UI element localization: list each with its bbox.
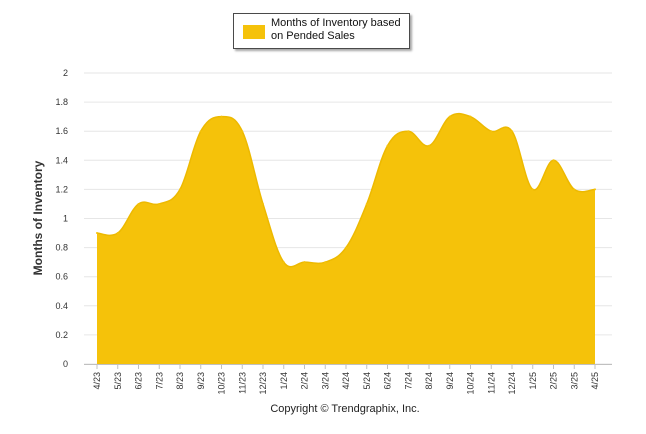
y-tick-label: 0 bbox=[63, 359, 68, 369]
x-tick-label: 8/24 bbox=[424, 372, 434, 390]
y-tick-label: 1 bbox=[63, 214, 68, 224]
x-tick-label: 11/23 bbox=[237, 372, 247, 394]
x-tick-label: 10/24 bbox=[466, 372, 476, 395]
x-tick-label: 6/24 bbox=[383, 372, 393, 390]
x-tick-label: 1/24 bbox=[279, 372, 289, 390]
series-area bbox=[96, 112, 596, 364]
x-tick-label: 1/25 bbox=[528, 372, 538, 390]
data-point bbox=[158, 202, 161, 205]
legend-swatch bbox=[243, 25, 265, 39]
x-tick-label: 3/24 bbox=[320, 372, 330, 390]
copyright-text: Copyright © Trendgraphix, Inc. bbox=[270, 403, 420, 415]
x-tick-label: 6/23 bbox=[134, 372, 144, 390]
y-tick-label: 2 bbox=[63, 68, 68, 78]
x-tick-label: 3/25 bbox=[569, 372, 579, 390]
x-tick-label: 2/24 bbox=[300, 372, 310, 390]
data-point bbox=[199, 130, 202, 133]
data-point bbox=[573, 188, 576, 191]
data-point bbox=[365, 202, 368, 205]
x-tick-label: 9/23 bbox=[196, 372, 206, 390]
x-tick-label: 12/23 bbox=[258, 372, 268, 395]
data-point bbox=[241, 130, 244, 133]
data-point bbox=[407, 130, 410, 133]
series-area-fill bbox=[97, 113, 595, 364]
x-tick-label: 7/23 bbox=[154, 372, 164, 390]
data-point bbox=[96, 232, 98, 235]
data-point bbox=[594, 188, 596, 191]
x-tick-label: 11/24 bbox=[486, 372, 496, 394]
x-tick-label: 4/24 bbox=[341, 372, 351, 390]
x-tick-label: 5/24 bbox=[362, 372, 372, 390]
y-tick-label: 0.4 bbox=[55, 301, 68, 311]
data-point bbox=[469, 115, 472, 118]
x-tick-label: 2/25 bbox=[549, 372, 559, 390]
x-tick-labels: 4/23 5/23 6/23 7/23 8/23 9/23 10/23 11/23 12/23 1… bbox=[92, 372, 600, 395]
x-tick-label: 5/23 bbox=[113, 372, 123, 390]
y-tick-labels: 0 0.2 0.4 0.6 0.8 1 1.2 1.4 1.6 1.8 2 bbox=[55, 68, 68, 369]
legend-label: Months of Inventory based on Pended Sale… bbox=[271, 17, 401, 42]
x-tick-label: 8/23 bbox=[175, 372, 185, 390]
data-point bbox=[324, 261, 327, 264]
y-tick-label: 0.6 bbox=[55, 272, 68, 282]
x-tick-label: 12/24 bbox=[507, 372, 517, 395]
x-tick-label: 9/24 bbox=[445, 372, 455, 390]
y-tick-label: 1.6 bbox=[55, 126, 68, 136]
y-axis-label: Months of Inventory bbox=[31, 160, 45, 276]
data-point bbox=[490, 130, 493, 133]
x-tick-label: 4/25 bbox=[590, 372, 600, 390]
data-point bbox=[116, 232, 119, 235]
y-tick-label: 0.8 bbox=[55, 243, 68, 253]
data-point bbox=[179, 188, 181, 191]
x-tick-label: 10/23 bbox=[217, 372, 227, 395]
data-point bbox=[282, 261, 285, 264]
data-point bbox=[137, 202, 140, 205]
data-point bbox=[448, 115, 451, 118]
data-point bbox=[386, 144, 389, 147]
x-tick-label: 4/23 bbox=[92, 372, 102, 390]
data-point bbox=[262, 202, 264, 205]
axes bbox=[84, 364, 612, 369]
data-point bbox=[511, 130, 513, 133]
y-tick-label: 1.2 bbox=[55, 184, 68, 194]
data-point bbox=[552, 159, 555, 162]
data-point bbox=[428, 144, 430, 147]
data-point bbox=[531, 188, 534, 191]
x-tick-label: 7/24 bbox=[403, 372, 413, 390]
legend: Months of Inventory based on Pended Sale… bbox=[233, 13, 410, 49]
y-tick-label: 1.8 bbox=[55, 97, 68, 107]
data-point bbox=[220, 115, 223, 118]
data-point bbox=[345, 246, 347, 249]
y-tick-label: 0.2 bbox=[55, 330, 68, 340]
data-point bbox=[303, 261, 306, 264]
y-tick-label: 1.4 bbox=[55, 155, 68, 165]
